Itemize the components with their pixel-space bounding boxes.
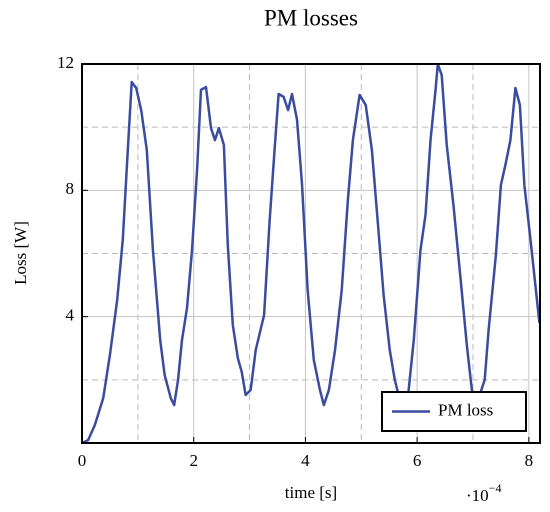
x-tick-label: 0	[78, 451, 87, 470]
plot-frame	[81, 63, 541, 444]
x-scale-exponent: −4	[489, 481, 502, 495]
data-line	[81, 62, 541, 445]
legend-label: PM loss	[438, 400, 493, 419]
y-axis-label: Loss [W]	[11, 221, 30, 285]
x-tick-label: 6	[413, 451, 422, 470]
y-tick-label: 4	[66, 306, 75, 325]
y-tick-label: 8	[66, 179, 75, 198]
x-tick-label: 4	[301, 451, 310, 470]
x-tick-label: 2	[189, 451, 198, 470]
x-scale-label: ·10−4	[466, 481, 501, 505]
x-scale-base: ·10	[466, 486, 489, 505]
chart-title: PM losses	[264, 5, 358, 30]
x-axis-label: time [s]	[285, 483, 337, 502]
x-tick-label: 8	[525, 451, 534, 470]
y-tick-label: 12	[57, 53, 74, 72]
